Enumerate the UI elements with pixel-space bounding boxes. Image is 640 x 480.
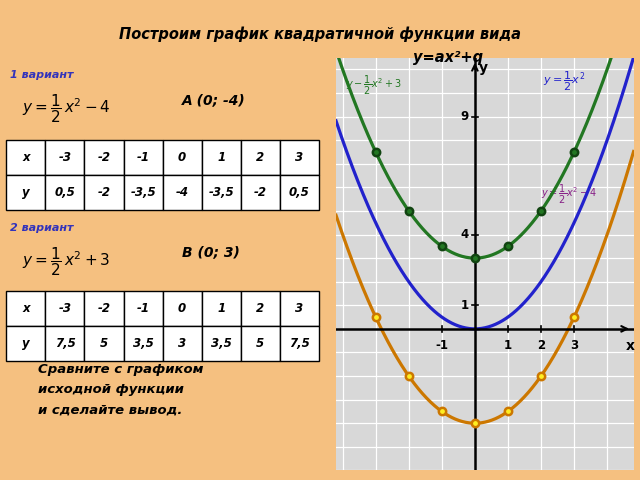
Bar xyxy=(124,140,163,175)
Bar xyxy=(163,326,202,361)
Text: 9: 9 xyxy=(461,110,469,123)
Bar xyxy=(124,175,163,210)
Text: x: x xyxy=(22,151,29,164)
Point xyxy=(436,242,447,250)
Bar xyxy=(45,140,84,175)
Text: -2: -2 xyxy=(97,302,111,315)
Bar xyxy=(84,140,124,175)
Point xyxy=(404,372,414,380)
Text: -1: -1 xyxy=(435,339,448,352)
Text: $y = \dfrac{1}{2}\,x^2 - 4$: $y = \dfrac{1}{2}\,x^2 - 4$ xyxy=(22,93,111,125)
Text: y: y xyxy=(479,61,488,75)
Bar xyxy=(280,175,319,210)
Text: 2: 2 xyxy=(537,339,545,352)
Text: 3: 3 xyxy=(570,339,578,352)
Text: -3: -3 xyxy=(58,302,72,315)
Bar xyxy=(241,326,280,361)
Point xyxy=(503,242,513,250)
Text: 2: 2 xyxy=(256,151,264,164)
Text: -2: -2 xyxy=(253,186,267,199)
Text: 2 вариант: 2 вариант xyxy=(10,223,73,233)
Point xyxy=(436,408,447,415)
Bar xyxy=(6,175,45,210)
Text: 3,5: 3,5 xyxy=(132,337,154,350)
Text: y: y xyxy=(22,186,29,199)
Text: 0: 0 xyxy=(178,302,186,315)
Point xyxy=(536,372,546,380)
Text: -2: -2 xyxy=(97,151,111,164)
Text: 0: 0 xyxy=(178,151,186,164)
Text: 2: 2 xyxy=(256,302,264,315)
Bar xyxy=(280,291,319,326)
Bar xyxy=(241,291,280,326)
Point xyxy=(503,408,513,415)
Text: 5: 5 xyxy=(100,337,108,350)
Bar xyxy=(84,326,124,361)
Text: 3,5: 3,5 xyxy=(211,337,232,350)
Text: 0,5: 0,5 xyxy=(289,186,310,199)
Text: Построим график квадратичной функции вида: Построим график квадратичной функции вид… xyxy=(119,26,521,42)
Text: -3,5: -3,5 xyxy=(208,186,234,199)
Text: 0,5: 0,5 xyxy=(54,186,76,199)
Bar xyxy=(45,291,84,326)
Bar xyxy=(6,291,45,326)
Point xyxy=(569,313,579,321)
Bar xyxy=(202,291,241,326)
Bar xyxy=(163,175,202,210)
Point xyxy=(536,207,546,215)
Bar xyxy=(163,140,202,175)
Text: 1: 1 xyxy=(217,151,225,164)
Bar xyxy=(202,175,241,210)
Bar xyxy=(45,175,84,210)
Bar xyxy=(84,291,124,326)
Text: 1: 1 xyxy=(217,302,225,315)
Text: 3: 3 xyxy=(295,151,303,164)
Bar xyxy=(241,175,280,210)
Text: -3,5: -3,5 xyxy=(130,186,156,199)
Text: $y=\dfrac{1}{2}x^2$: $y=\dfrac{1}{2}x^2$ xyxy=(543,70,585,93)
Text: 3: 3 xyxy=(178,337,186,350)
Text: 1 вариант: 1 вариант xyxy=(10,70,73,80)
Point xyxy=(371,313,381,321)
Text: -1: -1 xyxy=(136,302,150,315)
Point xyxy=(470,420,480,427)
Bar xyxy=(202,140,241,175)
Point xyxy=(404,207,414,215)
Text: 7,5: 7,5 xyxy=(289,337,310,350)
Text: y: y xyxy=(22,337,29,350)
Text: -2: -2 xyxy=(97,186,111,199)
Text: 5: 5 xyxy=(256,337,264,350)
Bar xyxy=(124,291,163,326)
Bar xyxy=(241,140,280,175)
Bar xyxy=(84,175,124,210)
Bar xyxy=(6,140,45,175)
Bar xyxy=(280,326,319,361)
Text: 4: 4 xyxy=(461,228,469,241)
Point xyxy=(470,254,480,262)
Text: 7,5: 7,5 xyxy=(54,337,76,350)
Text: у=ах²+q: у=ах²+q xyxy=(413,50,483,65)
Text: 1: 1 xyxy=(461,299,469,312)
Point xyxy=(569,148,579,156)
Bar xyxy=(280,140,319,175)
Text: -1: -1 xyxy=(136,151,150,164)
Text: x: x xyxy=(626,339,635,353)
Text: B (0; 3): B (0; 3) xyxy=(182,245,240,259)
Point xyxy=(371,148,381,156)
Text: A (0; -4): A (0; -4) xyxy=(182,93,246,107)
Text: 1: 1 xyxy=(504,339,512,352)
Text: x: x xyxy=(22,302,29,315)
Bar xyxy=(124,326,163,361)
Text: Сравните с графиком
исходной функции
и сделайте вывод.: Сравните с графиком исходной функции и с… xyxy=(38,363,204,416)
Text: 3: 3 xyxy=(295,302,303,315)
Text: -4: -4 xyxy=(175,186,189,199)
Bar xyxy=(6,326,45,361)
Text: $y-\dfrac{1}{2}x^2+3$: $y-\dfrac{1}{2}x^2+3$ xyxy=(346,74,401,97)
Bar xyxy=(163,291,202,326)
Bar xyxy=(45,326,84,361)
Text: $y=\dfrac{1}{2}x^2-4$: $y=\dfrac{1}{2}x^2-4$ xyxy=(541,182,597,205)
Bar xyxy=(202,326,241,361)
Text: $y = \dfrac{1}{2}\,x^2 + 3$: $y = \dfrac{1}{2}\,x^2 + 3$ xyxy=(22,245,111,278)
Text: -3: -3 xyxy=(58,151,72,164)
